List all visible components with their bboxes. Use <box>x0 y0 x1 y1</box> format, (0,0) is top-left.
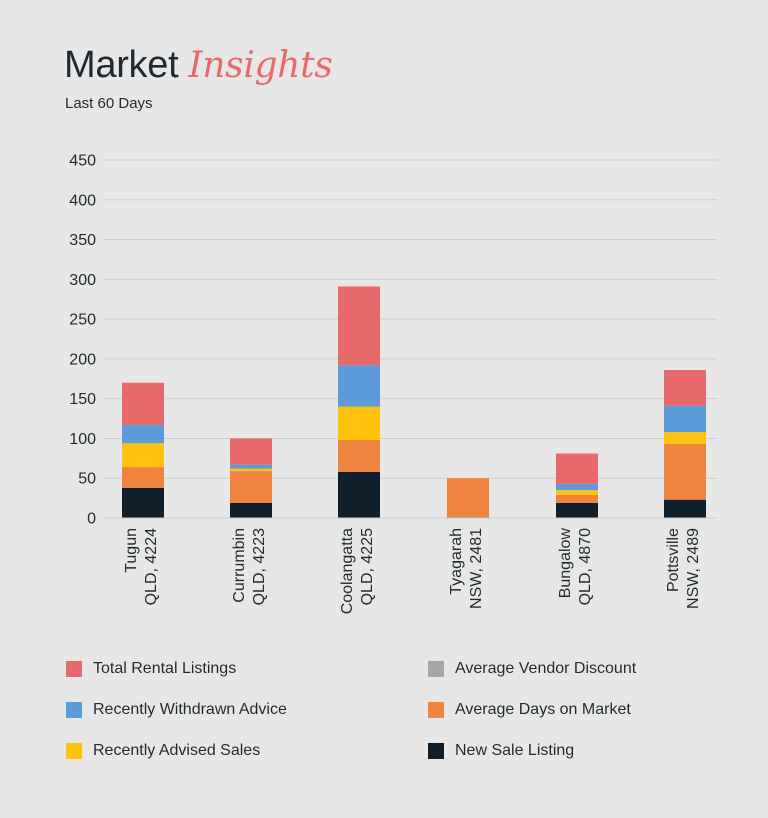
bar-segment <box>122 467 164 488</box>
y-tick-label: 250 <box>69 312 96 329</box>
legend-label: Recently Advised Sales <box>93 742 261 759</box>
bar-segment <box>338 286 380 366</box>
y-tick-label: 300 <box>69 272 96 289</box>
bar-segment <box>338 471 380 518</box>
legend-label: New Sale Listing <box>455 742 575 759</box>
x-tick-label-line: Pottsville <box>665 528 682 592</box>
y-tick-label: 0 <box>87 511 96 528</box>
x-tick-label-line: Tyagarah <box>448 528 465 595</box>
bar-segment <box>338 365 380 407</box>
title-main: Market <box>64 44 179 86</box>
bar-segment <box>664 499 706 518</box>
bar-segment <box>664 370 706 406</box>
legend-swatch <box>428 702 444 718</box>
bar-segment <box>556 490 598 495</box>
bar-segment <box>556 483 598 491</box>
bar-segment <box>664 432 706 445</box>
x-tick-label-line: QLD, 4870 <box>577 528 594 605</box>
bar-segment <box>664 405 706 433</box>
y-tick-label: 200 <box>69 351 96 368</box>
y-tick-label: 400 <box>69 192 96 209</box>
legend-label: Average Vendor Discount <box>455 660 637 677</box>
bar-segment <box>230 464 272 469</box>
legend-item: New Sale Listing <box>428 742 706 760</box>
legend-label: Recently Withdrawn Advice <box>93 701 287 718</box>
bar-segment <box>122 487 164 518</box>
x-tick-label-line: Bungalow <box>557 528 574 599</box>
legend-swatch <box>66 702 82 718</box>
bar-segment <box>230 438 272 465</box>
bar-segment <box>447 478 489 518</box>
page-subtitle: Last 60 Days <box>65 95 153 112</box>
x-tick-label: Coolangatta QLD, 4225 <box>339 528 376 614</box>
legend-swatch <box>428 661 444 677</box>
bar-segment <box>338 440 380 472</box>
legend-label: Total Rental Listings <box>93 660 237 677</box>
bar-segment <box>230 502 272 518</box>
title-accent: Insights <box>188 45 333 86</box>
x-tick-label: Currumbin QLD, 4223 <box>231 528 268 605</box>
legend-item: Average Vendor Discount <box>428 660 706 678</box>
legend-swatch <box>66 743 82 759</box>
bar-segment <box>556 494 598 503</box>
y-tick-label: 450 <box>69 153 96 170</box>
x-tick-label-line: QLD, 4223 <box>251 528 268 605</box>
legend-item: Recently Advised Sales <box>66 742 428 760</box>
y-tick-label: 100 <box>69 431 96 448</box>
x-tick-label: Pottsville NSW, 2489 <box>665 528 702 609</box>
bar-segment <box>664 444 706 500</box>
legend-label: Average Days on Market <box>455 701 631 718</box>
x-tick-label-line: QLD, 4225 <box>359 528 376 605</box>
x-tick-label: Tyagarah NSW, 2481 <box>448 528 485 609</box>
x-tick-label-line: NSW, 2481 <box>468 528 485 609</box>
bar-segment <box>122 382 164 425</box>
y-tick-label: 350 <box>69 232 96 249</box>
x-tick-label-line: NSW, 2489 <box>685 528 702 609</box>
legend-item: Total Rental Listings <box>66 660 428 678</box>
bar-segment <box>556 453 598 484</box>
legend-swatch <box>428 743 444 759</box>
bar-segment <box>122 443 164 468</box>
y-tick-label: 50 <box>78 471 96 488</box>
x-tick-label-line: Tugun <box>123 528 140 573</box>
bar-segment <box>122 424 164 444</box>
x-tick-label-line: QLD, 4224 <box>143 528 160 605</box>
x-tick-label-line: Currumbin <box>231 528 248 603</box>
bar-segment <box>230 468 272 472</box>
bar-segment <box>338 406 380 441</box>
y-tick-label: 150 <box>69 391 96 408</box>
legend-swatch <box>66 661 82 677</box>
page-title: Market Insights <box>64 42 333 89</box>
chart-legend: Total Rental Listings Average Vendor Disc… <box>66 660 706 760</box>
legend-item: Average Days on Market <box>428 701 706 719</box>
legend-item: Recently Withdrawn Advice <box>66 701 428 719</box>
x-tick-label-line: Coolangatta <box>339 528 356 614</box>
bar-segment <box>230 471 272 503</box>
x-tick-label: Tugun QLD, 4224 <box>123 528 160 605</box>
x-tick-label: Bungalow QLD, 4870 <box>557 528 594 606</box>
bar-segment <box>556 502 598 518</box>
